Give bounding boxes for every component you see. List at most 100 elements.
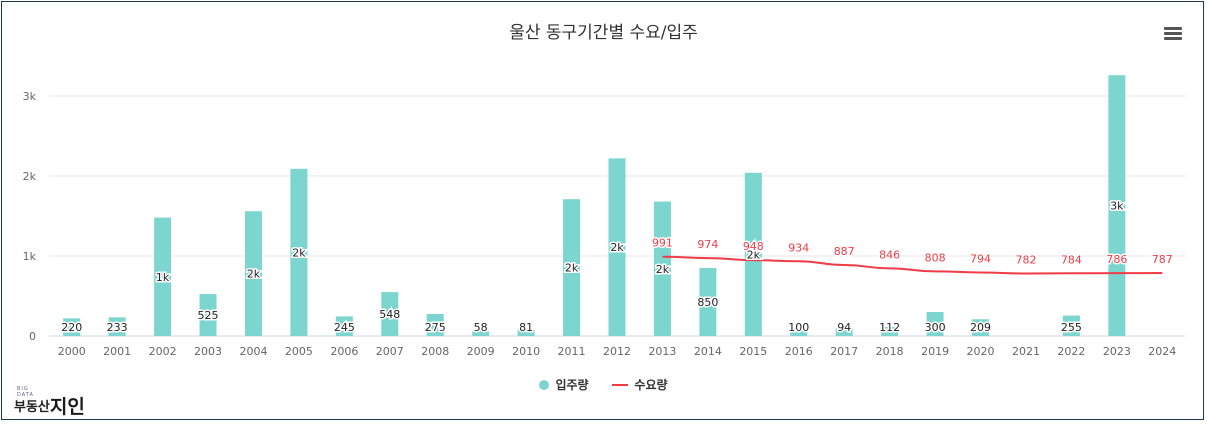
chart-title: 울산 동구기간별 수요/입주 <box>509 23 698 43</box>
bar-data-label: 94 <box>837 321 851 334</box>
bar-data-label: 112 <box>879 321 900 334</box>
bar[interactable] <box>108 317 126 336</box>
chart-legend: 입주량 수요량 <box>0 376 1207 393</box>
bar-data-label: 548 <box>379 308 400 321</box>
line-data-label: 782 <box>1015 253 1036 266</box>
bar-data-label: 1k <box>156 271 170 284</box>
bar-data-label: 2k <box>292 246 306 259</box>
bar-data-label: 233 <box>107 321 128 334</box>
x-tick-label: 2020 <box>967 345 995 358</box>
x-tick-label: 2011 <box>558 345 586 358</box>
y-tick-label: 3k <box>23 90 37 103</box>
logo-tagline: BIG DATA <box>17 386 34 398</box>
bar[interactable] <box>1062 315 1080 336</box>
x-tick-label: 2023 <box>1103 345 1131 358</box>
bar[interactable] <box>244 211 262 336</box>
bar[interactable] <box>653 201 671 336</box>
bar-data-label: 2k <box>247 268 261 281</box>
x-tick-label: 2017 <box>830 345 858 358</box>
bar-data-label: 220 <box>61 321 82 334</box>
x-tick-label: 2012 <box>603 345 631 358</box>
bar-data-label: 2k <box>610 241 624 254</box>
hamburger-menu-icon[interactable] <box>1164 27 1182 41</box>
legend-demand-label: 수요량 <box>634 378 668 392</box>
bar-data-label: 100 <box>788 321 809 334</box>
line-data-label: 787 <box>1152 253 1173 266</box>
bar[interactable] <box>790 328 808 336</box>
x-tick-label: 2004 <box>239 345 267 358</box>
legend-supply-marker <box>539 380 550 390</box>
bar-data-label: 2k <box>747 248 761 261</box>
x-tick-label: 2015 <box>739 345 767 358</box>
x-tick-label: 2002 <box>149 345 177 358</box>
bar-data-label: 3k <box>1110 200 1124 213</box>
line-data-label: 934 <box>788 241 809 254</box>
bar[interactable] <box>517 329 535 336</box>
legend-demand-marker <box>612 384 629 386</box>
bar[interactable] <box>608 158 626 336</box>
bar-data-label: 209 <box>970 321 991 334</box>
x-tick-label: 2009 <box>467 345 495 358</box>
x-tick-label: 2007 <box>376 345 404 358</box>
logo-text-b: 지인 <box>49 396 85 418</box>
bar-data-label: 245 <box>334 321 355 334</box>
x-tick-label: 2019 <box>921 345 949 358</box>
bar[interactable] <box>381 292 399 336</box>
bar[interactable] <box>199 294 217 336</box>
bar[interactable] <box>472 331 490 336</box>
line-data-label: 974 <box>697 238 718 251</box>
x-tick-label: 2000 <box>58 345 86 358</box>
line-data-label: 784 <box>1061 253 1082 266</box>
bar-data-label: 58 <box>474 321 488 334</box>
bar-data-label: 300 <box>925 321 946 334</box>
bar[interactable] <box>926 312 944 336</box>
legend-item-supply[interactable]: 입주량 <box>539 376 589 393</box>
bar[interactable] <box>1108 75 1126 336</box>
bar-data-label: 255 <box>1061 321 1082 334</box>
bar-data-label: 275 <box>425 321 446 334</box>
logo-text-a: 부동산 <box>14 400 50 415</box>
x-tick-label: 2022 <box>1057 345 1085 358</box>
x-tick-label: 2005 <box>285 345 313 358</box>
line-data-label: 786 <box>1106 253 1127 266</box>
x-tick-label: 2018 <box>876 345 904 358</box>
bar-data-label: 2k <box>656 263 670 276</box>
bar[interactable] <box>563 199 581 336</box>
x-tick-label: 2013 <box>648 345 676 358</box>
bar[interactable] <box>426 314 444 336</box>
bar-data-label: 850 <box>697 296 718 309</box>
line-data-label: 887 <box>834 245 855 258</box>
bar[interactable] <box>972 319 990 336</box>
bar[interactable] <box>699 268 717 336</box>
x-tick-label: 2010 <box>512 345 540 358</box>
x-tick-label: 2016 <box>785 345 813 358</box>
line-data-label: 794 <box>970 252 991 265</box>
line-data-label: 808 <box>925 251 946 264</box>
x-tick-label: 2014 <box>694 345 722 358</box>
bar[interactable] <box>154 217 172 336</box>
line-data-label: 846 <box>879 248 900 261</box>
bar[interactable] <box>835 328 853 336</box>
x-tick-label: 2001 <box>103 345 131 358</box>
bar-data-label: 81 <box>519 321 533 334</box>
y-tick-label: 0 <box>29 330 36 343</box>
bar[interactable] <box>744 172 762 336</box>
x-tick-label: 2003 <box>194 345 222 358</box>
x-tick-label: 2021 <box>1012 345 1040 358</box>
bar[interactable] <box>63 318 81 336</box>
bar[interactable] <box>335 316 353 336</box>
line-data-label: 948 <box>743 240 764 253</box>
legend-supply-label: 입주량 <box>555 378 589 392</box>
bar-data-label: 2k <box>565 262 579 275</box>
y-tick-label: 1k <box>23 250 37 263</box>
x-tick-label: 2008 <box>421 345 449 358</box>
y-tick-label: 2k <box>23 170 37 183</box>
legend-item-demand[interactable]: 수요량 <box>612 376 668 393</box>
line-data-label: 991 <box>652 237 673 250</box>
bar-data-label: 525 <box>198 309 219 322</box>
bar[interactable] <box>290 168 308 336</box>
bar[interactable] <box>881 327 899 336</box>
demand-line[interactable] <box>662 255 1163 275</box>
